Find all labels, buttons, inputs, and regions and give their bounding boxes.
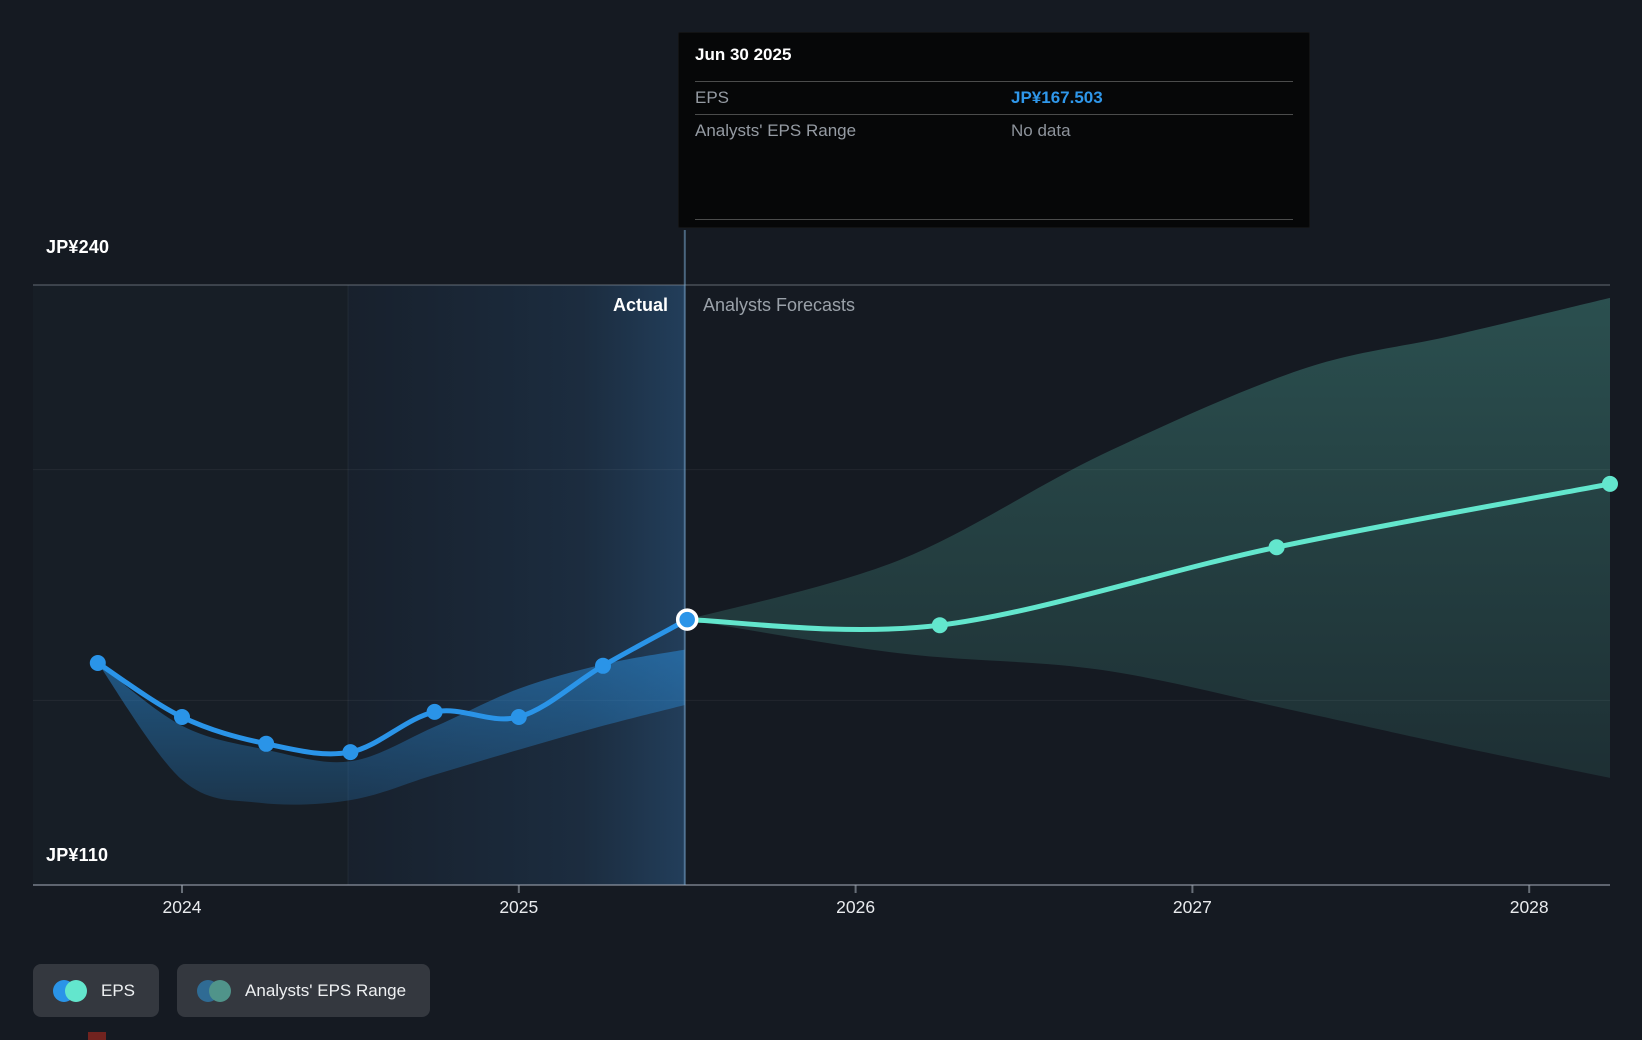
forecasts-label: Analysts Forecasts [703, 295, 856, 315]
legend-label-eps: EPS [101, 980, 136, 1000]
tooltip: Jun 30 2025 EPS JP¥167.503 Analysts' EPS… [678, 32, 1310, 228]
range-teal-dot-icon [209, 979, 232, 1002]
tooltip-row-range: Analysts' EPS Range No data [695, 114, 1293, 147]
x-tick-label-2025: 2025 [499, 897, 539, 917]
eps-actual-point[interactable] [342, 744, 359, 761]
x-tick-label-2027: 2027 [1172, 897, 1212, 917]
tooltip-row-eps: EPS JP¥167.503 [695, 81, 1293, 114]
eps-actual-point[interactable] [89, 655, 106, 671]
y-axis-label-max: JP¥240 [46, 237, 110, 257]
legend-chip-eps[interactable]: EPS [33, 964, 160, 1017]
actual-label: Actual [612, 295, 668, 315]
tooltip-divider [695, 114, 1293, 115]
eps-actual-point[interactable] [595, 657, 611, 674]
x-tick-label-2028: 2028 [1509, 897, 1549, 917]
tooltip-eps-value: JP¥167.503 [1011, 88, 1103, 107]
tooltip-range-value: No data [1011, 121, 1071, 140]
x-tick-label-2024: 2024 [162, 897, 202, 917]
eps-forecast-dot-icon [65, 979, 87, 1002]
eps-actual-point[interactable] [174, 709, 190, 725]
eps-legend-dots-icon [53, 979, 87, 1002]
y-axis-label-min: JP¥110 [46, 845, 109, 865]
legend: EPS Analysts' EPS Range [33, 964, 431, 1017]
eps-actual-point[interactable] [510, 709, 527, 725]
selected-point-jun-30-2025[interactable] [675, 608, 699, 631]
eps-forecast-point[interactable] [1602, 475, 1618, 492]
eps-forecast-point[interactable] [1268, 539, 1285, 556]
notification-sliver [88, 1032, 106, 1040]
eps-forecast-line [684, 481, 1613, 633]
eps-actual-point[interactable] [258, 735, 275, 752]
actual-highlight-region [348, 285, 685, 885]
past-eps-range-band [97, 649, 685, 805]
legend-chip-analysts-eps-range[interactable]: Analysts' EPS Range [177, 964, 431, 1017]
tooltip-divider [695, 219, 1293, 220]
legend-label-analysts-eps-range: Analysts' EPS Range [245, 980, 407, 1000]
eps-actual-point[interactable] [426, 703, 443, 720]
tooltip-range-label: Analysts' EPS Range [695, 121, 857, 140]
x-tick-label-2026: 2026 [836, 897, 876, 917]
analysts-eps-range-band [687, 297, 1610, 778]
range-legend-dots-icon [197, 979, 232, 1002]
tooltip-divider [695, 81, 1293, 82]
eps-forecast-point[interactable] [931, 617, 948, 634]
tooltip-date: Jun 30 2025 [695, 45, 792, 64]
tooltip-eps-label: EPS [695, 88, 730, 107]
